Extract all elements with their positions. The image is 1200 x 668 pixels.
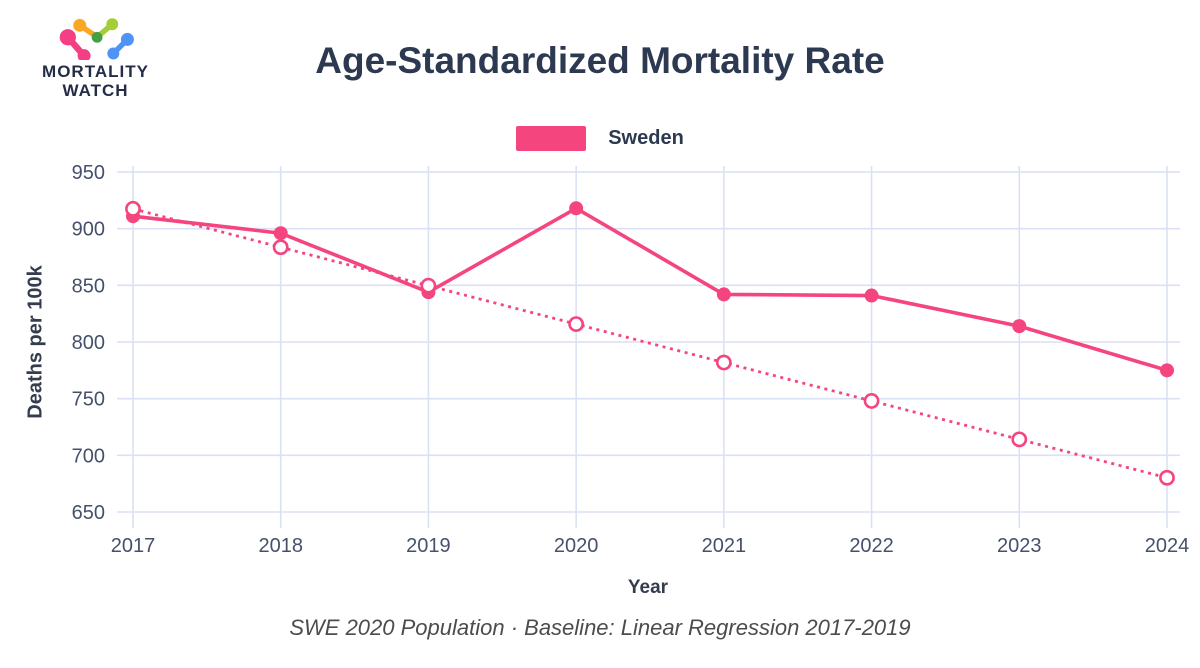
logo-line-2: WATCH [62,81,129,100]
data-point-actual[interactable] [1160,363,1174,378]
logo-line-1: MORTALITY [42,62,149,81]
data-point-baseline[interactable] [1159,469,1175,486]
legend[interactable]: Sweden [0,126,1200,151]
y-tick-label: 900 [72,219,105,241]
y-tick-label: 700 [72,445,105,467]
y-tick-label: 800 [72,332,105,354]
chart-footnote: SWE 2020 Population · Baseline: Linear R… [289,615,911,640]
data-point-actual[interactable] [569,201,584,216]
logo-wordmark: MORTALITY WATCH [18,62,173,100]
x-tick-label: 2020 [554,535,599,557]
molecule-icon [59,18,134,60]
x-tick-label: 2019 [406,535,451,557]
y-tick-label: 850 [72,275,105,297]
data-point-baseline[interactable] [420,277,437,294]
data-point-baseline[interactable] [272,239,289,256]
x-tick-label: 2018 [258,535,303,557]
x-tick-label: 2022 [849,535,894,557]
data-point-actual[interactable] [1012,319,1027,334]
x-axis-title: Year [627,577,669,598]
series-baseline-line [132,207,1168,480]
x-tick-label: 2023 [997,535,1042,557]
data-point-actual[interactable] [716,287,731,302]
data-point-actual[interactable] [273,226,288,241]
y-tick-label: 750 [72,389,105,411]
chart-title: Age-Standardized Mortality Rate [315,40,885,81]
series-sweden-line [132,206,1168,373]
x-tick-label: 2021 [702,535,747,557]
data-point-baseline[interactable] [568,316,585,332]
legend-label-sweden[interactable]: Sweden [608,127,684,149]
data-point-baseline[interactable] [715,354,732,371]
y-tick-label: 950 [72,162,105,184]
legend-swatch-sweden[interactable] [516,126,587,151]
data-point-actual[interactable] [864,288,879,303]
x-tick-label: 2017 [111,535,156,557]
data-point-baseline[interactable] [125,200,141,217]
y-tick-label: 650 [72,502,105,524]
data-point-baseline[interactable] [863,393,880,409]
x-tick-label: 2024 [1145,535,1190,557]
mortality-watch-logo[interactable]: MORTALITY WATCH [18,8,173,100]
data-point-baseline[interactable] [1011,431,1028,448]
